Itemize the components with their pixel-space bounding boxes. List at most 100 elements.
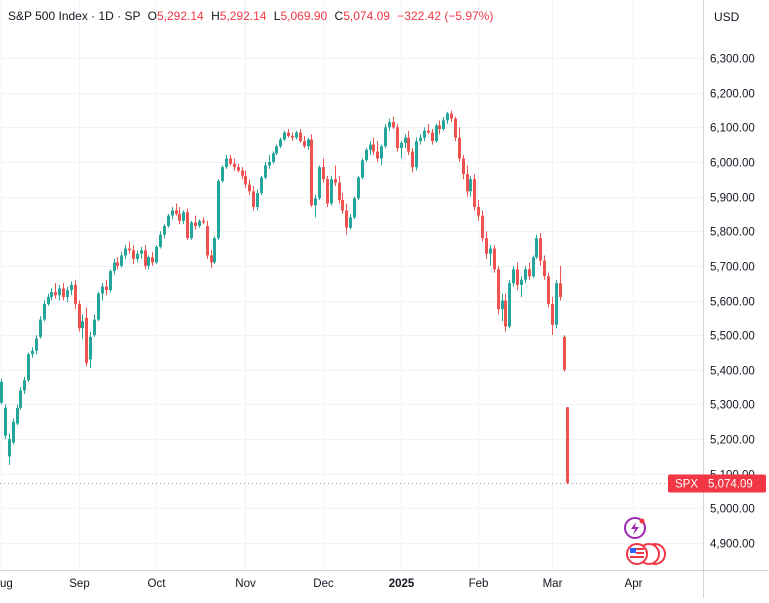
candle <box>260 175 263 195</box>
candle <box>248 179 251 195</box>
candle-body <box>151 257 154 263</box>
currency-selector[interactable]: USD <box>714 10 740 24</box>
candle-body <box>372 144 375 152</box>
candle-body <box>559 283 562 298</box>
time-axis[interactable]: ug Sep Oct Nov Dec 2025 Feb Mar Apr <box>0 578 643 590</box>
candle-body <box>47 297 50 304</box>
y-tick-label: 5,200.00 <box>710 435 755 447</box>
candle <box>120 252 123 268</box>
candle-body <box>264 165 267 178</box>
candle <box>140 246 143 259</box>
candle <box>221 165 224 183</box>
candle <box>435 123 438 143</box>
candle-body <box>485 238 488 254</box>
candle-body <box>66 290 69 298</box>
candle <box>318 165 321 201</box>
candle-body <box>8 439 11 457</box>
candle <box>489 245 492 266</box>
candle <box>171 206 174 220</box>
candle <box>206 220 209 259</box>
candle-body <box>283 132 286 140</box>
high-value: H5,292.14 <box>211 9 267 23</box>
candle <box>357 175 360 201</box>
candle <box>326 175 329 207</box>
candle-body <box>144 250 147 266</box>
price-axis[interactable]: 6,300.00 6,200.00 6,100.00 6,000.00 5,900.00… <box>710 54 755 551</box>
candle <box>244 170 247 188</box>
candle <box>539 232 542 266</box>
candle <box>307 137 310 150</box>
candle <box>376 141 379 162</box>
candle <box>543 255 546 280</box>
candle-body <box>473 179 476 207</box>
candle <box>454 116 457 142</box>
candle <box>303 135 306 149</box>
badge-value: 5,074.09 <box>708 479 753 491</box>
candle-body <box>190 222 193 239</box>
x-tick-label: Oct <box>148 578 167 590</box>
candle-body <box>140 250 143 254</box>
y-tick-label: 5,000.00 <box>710 504 755 516</box>
candle-body <box>407 137 410 152</box>
candle <box>241 167 244 180</box>
candle-body <box>178 213 181 221</box>
candle-body <box>54 291 57 296</box>
badge-ticker: SPX <box>675 479 698 491</box>
candle-body <box>0 381 3 403</box>
candle <box>392 116 395 130</box>
candle <box>279 137 282 149</box>
candle-body <box>241 170 244 176</box>
candle <box>330 175 333 206</box>
candle <box>74 279 77 310</box>
candle <box>35 335 38 355</box>
candle-body <box>435 125 438 142</box>
candle-body <box>310 139 313 206</box>
candle-body <box>256 193 259 207</box>
candle <box>442 116 445 131</box>
candle-body <box>497 269 500 310</box>
candle <box>555 279 558 329</box>
candle <box>268 155 271 169</box>
candle-body <box>380 146 383 159</box>
candle-body <box>93 319 96 336</box>
candle-body <box>39 319 42 337</box>
candle-body <box>74 284 77 304</box>
candle <box>563 335 566 372</box>
candle <box>186 208 189 240</box>
x-tick-label: Mar <box>543 578 563 590</box>
candle-body <box>132 250 135 259</box>
candle-body <box>423 130 426 138</box>
symbol-title[interactable]: S&P 500 Index · 1D · SP <box>8 9 141 23</box>
x-tick-label: Dec <box>313 578 334 590</box>
candle <box>516 262 519 291</box>
candle <box>438 120 441 135</box>
candle-body <box>307 139 310 147</box>
us-flag-events-icon[interactable] <box>626 543 666 565</box>
y-tick-label: 5,700.00 <box>710 262 755 274</box>
candle <box>446 111 449 124</box>
candle <box>225 155 228 169</box>
candle-body <box>120 255 123 266</box>
candle <box>314 194 317 218</box>
candle-body <box>535 238 538 258</box>
candle <box>217 179 220 240</box>
candle <box>450 110 453 123</box>
lightning-icon[interactable] <box>624 517 646 539</box>
candle <box>295 130 298 140</box>
x-tick-label: Sep <box>69 578 89 590</box>
candle <box>163 224 166 239</box>
candle-body <box>349 217 352 228</box>
candle <box>566 407 569 485</box>
candle <box>497 265 500 315</box>
candle <box>233 158 236 171</box>
candle-body <box>233 163 236 168</box>
ohlc-legend: S&P 500 Index · 1D · SP O5,292.14 H5,292… <box>8 9 493 23</box>
candle <box>31 347 34 358</box>
candle <box>85 307 88 367</box>
x-tick-label: Feb <box>469 578 489 590</box>
candle-body <box>202 220 205 223</box>
candle-body <box>504 300 507 327</box>
candle <box>388 118 391 131</box>
